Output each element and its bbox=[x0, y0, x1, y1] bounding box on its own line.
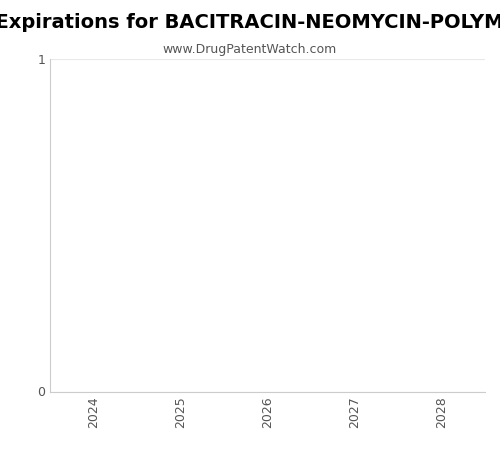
Text: www.DrugPatentWatch.com: www.DrugPatentWatch.com bbox=[163, 43, 337, 56]
Text: Patent Expirations for BACITRACIN-NEOMYCIN-POLYMYXIN W: Patent Expirations for BACITRACIN-NEOMYC… bbox=[0, 14, 500, 32]
